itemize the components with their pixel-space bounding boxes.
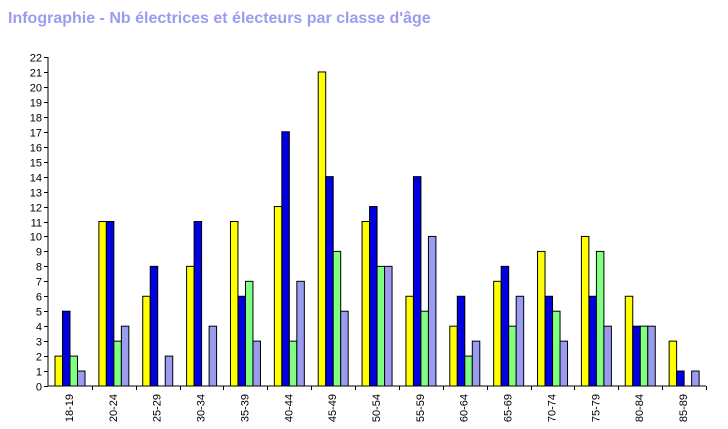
bar: [113, 340, 122, 387]
x-tick-label: 50-54: [371, 394, 383, 422]
y-tick-label: 5: [36, 307, 42, 319]
bar: [624, 295, 634, 387]
y-tick-label: 17: [30, 128, 42, 140]
bar: [559, 340, 569, 387]
y-tick-label: 6: [36, 292, 42, 304]
bar: [676, 370, 685, 387]
y-tick-label: 9: [36, 247, 42, 259]
x-tick-label: 70-74: [546, 394, 558, 422]
x-tick-label: 40-44: [283, 394, 295, 422]
y-tick-label: 15: [30, 158, 42, 170]
bar: [208, 325, 218, 387]
bar: [427, 235, 437, 387]
tick-labels: 01234567891011121314151617181920212218-1…: [30, 53, 690, 423]
bar: [464, 355, 473, 387]
bar: [296, 280, 305, 387]
bar: [237, 295, 246, 387]
bar: [603, 325, 612, 387]
y-tick-label: 10: [30, 232, 42, 244]
bar: [471, 340, 481, 387]
bar: [340, 310, 349, 387]
x-tick-label: 45-49: [327, 394, 339, 422]
y-tick-label: 0: [36, 382, 42, 394]
x-tick-label: 60-64: [459, 394, 471, 422]
bar: [500, 265, 510, 387]
y-tick-label: 11: [31, 218, 42, 230]
y-tick-label: 7: [36, 277, 42, 289]
bar: [105, 221, 115, 387]
bar: [515, 295, 525, 387]
bar: [456, 295, 466, 387]
bar: [537, 250, 546, 387]
bar: [252, 340, 261, 387]
bar: [62, 310, 71, 387]
bar: [588, 295, 597, 387]
bar: [332, 250, 342, 387]
bar: [98, 221, 107, 387]
bar: [449, 325, 458, 387]
bar: [420, 310, 429, 387]
bar: [493, 280, 502, 387]
y-tick-label: 12: [30, 203, 42, 215]
y-tick-label: 21: [30, 68, 42, 80]
bar: [69, 355, 78, 387]
bar: [149, 265, 159, 387]
bar: [544, 295, 554, 387]
bar: [647, 325, 656, 387]
bars: [54, 71, 700, 387]
y-tick-label: 8: [36, 262, 42, 274]
bar: [281, 131, 290, 387]
bar: [405, 295, 414, 387]
bar: [325, 176, 334, 387]
bar: [142, 295, 151, 387]
bar: [639, 325, 649, 387]
x-tick-label: 55-59: [415, 394, 427, 422]
chart-title: Infographie - Nb électrices et électeurs…: [8, 10, 431, 27]
bar: [632, 325, 641, 387]
bar: [361, 221, 371, 387]
bar: [186, 265, 195, 387]
bar: [193, 221, 203, 387]
bar: [412, 176, 422, 387]
y-tick-label: 2: [36, 352, 42, 364]
bar: [384, 265, 393, 387]
bar: [580, 235, 590, 387]
bar: [273, 206, 283, 387]
bar: [552, 310, 561, 387]
bar: [54, 355, 63, 387]
x-tick-label: 75-79: [590, 394, 602, 422]
y-tick-label: 18: [30, 113, 42, 125]
x-tick-label: 18-19: [64, 394, 76, 422]
x-tick-label: 65-69: [503, 394, 515, 422]
bar: [668, 340, 678, 387]
y-tick-label: 13: [30, 188, 42, 200]
x-tick-label: 85-89: [678, 394, 690, 422]
y-tick-label: 1: [36, 367, 42, 379]
y-tick-label: 20: [30, 83, 42, 95]
bar: [376, 265, 386, 387]
bar: [508, 325, 517, 387]
bar: [120, 325, 130, 387]
y-tick-label: 22: [30, 53, 42, 65]
bar: [77, 370, 86, 387]
y-tick-label: 3: [36, 337, 42, 349]
x-tick-label: 80-84: [634, 394, 646, 422]
x-tick-label: 20-24: [108, 394, 120, 422]
y-tick-label: 16: [30, 143, 42, 155]
bar: [595, 250, 605, 387]
bar: [164, 355, 174, 387]
bar: [288, 340, 298, 387]
y-tick-label: 19: [30, 98, 42, 110]
bar: [317, 71, 327, 387]
bar: [691, 370, 700, 387]
bar: [244, 280, 254, 387]
x-tick-label: 25-29: [152, 394, 164, 422]
bar: [229, 221, 239, 387]
x-tick-label: 35-39: [239, 394, 251, 422]
y-tick-label: 14: [30, 173, 42, 185]
y-tick-label: 4: [36, 322, 42, 334]
bar: [369, 206, 378, 387]
x-tick-label: 30-34: [196, 394, 208, 422]
